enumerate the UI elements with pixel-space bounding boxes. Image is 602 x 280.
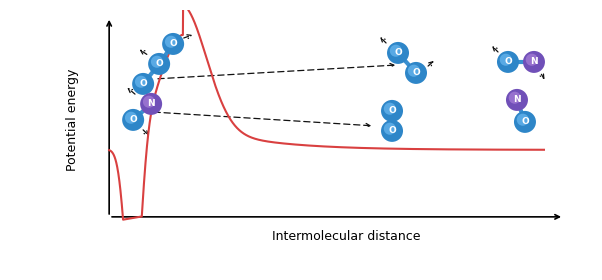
Circle shape	[125, 112, 137, 124]
Circle shape	[132, 73, 154, 95]
Text: O: O	[388, 126, 396, 136]
Circle shape	[384, 103, 396, 115]
Circle shape	[514, 111, 536, 133]
Circle shape	[162, 33, 184, 55]
Text: O: O	[388, 106, 396, 115]
Circle shape	[151, 56, 163, 68]
Circle shape	[509, 92, 521, 104]
Circle shape	[387, 42, 409, 64]
Circle shape	[506, 89, 528, 111]
Circle shape	[381, 100, 403, 122]
Circle shape	[143, 96, 155, 108]
Text: N: N	[530, 57, 538, 66]
Circle shape	[523, 51, 545, 73]
Circle shape	[135, 76, 147, 88]
Circle shape	[384, 123, 396, 135]
Text: O: O	[139, 80, 147, 88]
Circle shape	[140, 93, 162, 115]
Text: O: O	[129, 115, 137, 124]
Circle shape	[165, 36, 177, 48]
Circle shape	[500, 54, 512, 66]
Text: N: N	[513, 95, 521, 104]
Text: Intermolecular distance: Intermolecular distance	[272, 230, 421, 243]
Circle shape	[517, 114, 529, 126]
Text: N: N	[147, 99, 155, 108]
Text: O: O	[169, 39, 177, 48]
Circle shape	[389, 45, 402, 57]
Text: Potential energy: Potential energy	[66, 69, 79, 171]
Text: O: O	[412, 68, 420, 78]
Circle shape	[405, 62, 427, 84]
Text: O: O	[394, 48, 402, 57]
Circle shape	[381, 120, 403, 142]
Circle shape	[497, 51, 519, 73]
Text: O: O	[521, 117, 529, 126]
Circle shape	[148, 53, 170, 75]
Circle shape	[526, 54, 538, 66]
Text: O: O	[155, 59, 163, 68]
Circle shape	[408, 65, 420, 77]
Text: O: O	[504, 57, 512, 66]
Circle shape	[122, 109, 144, 131]
